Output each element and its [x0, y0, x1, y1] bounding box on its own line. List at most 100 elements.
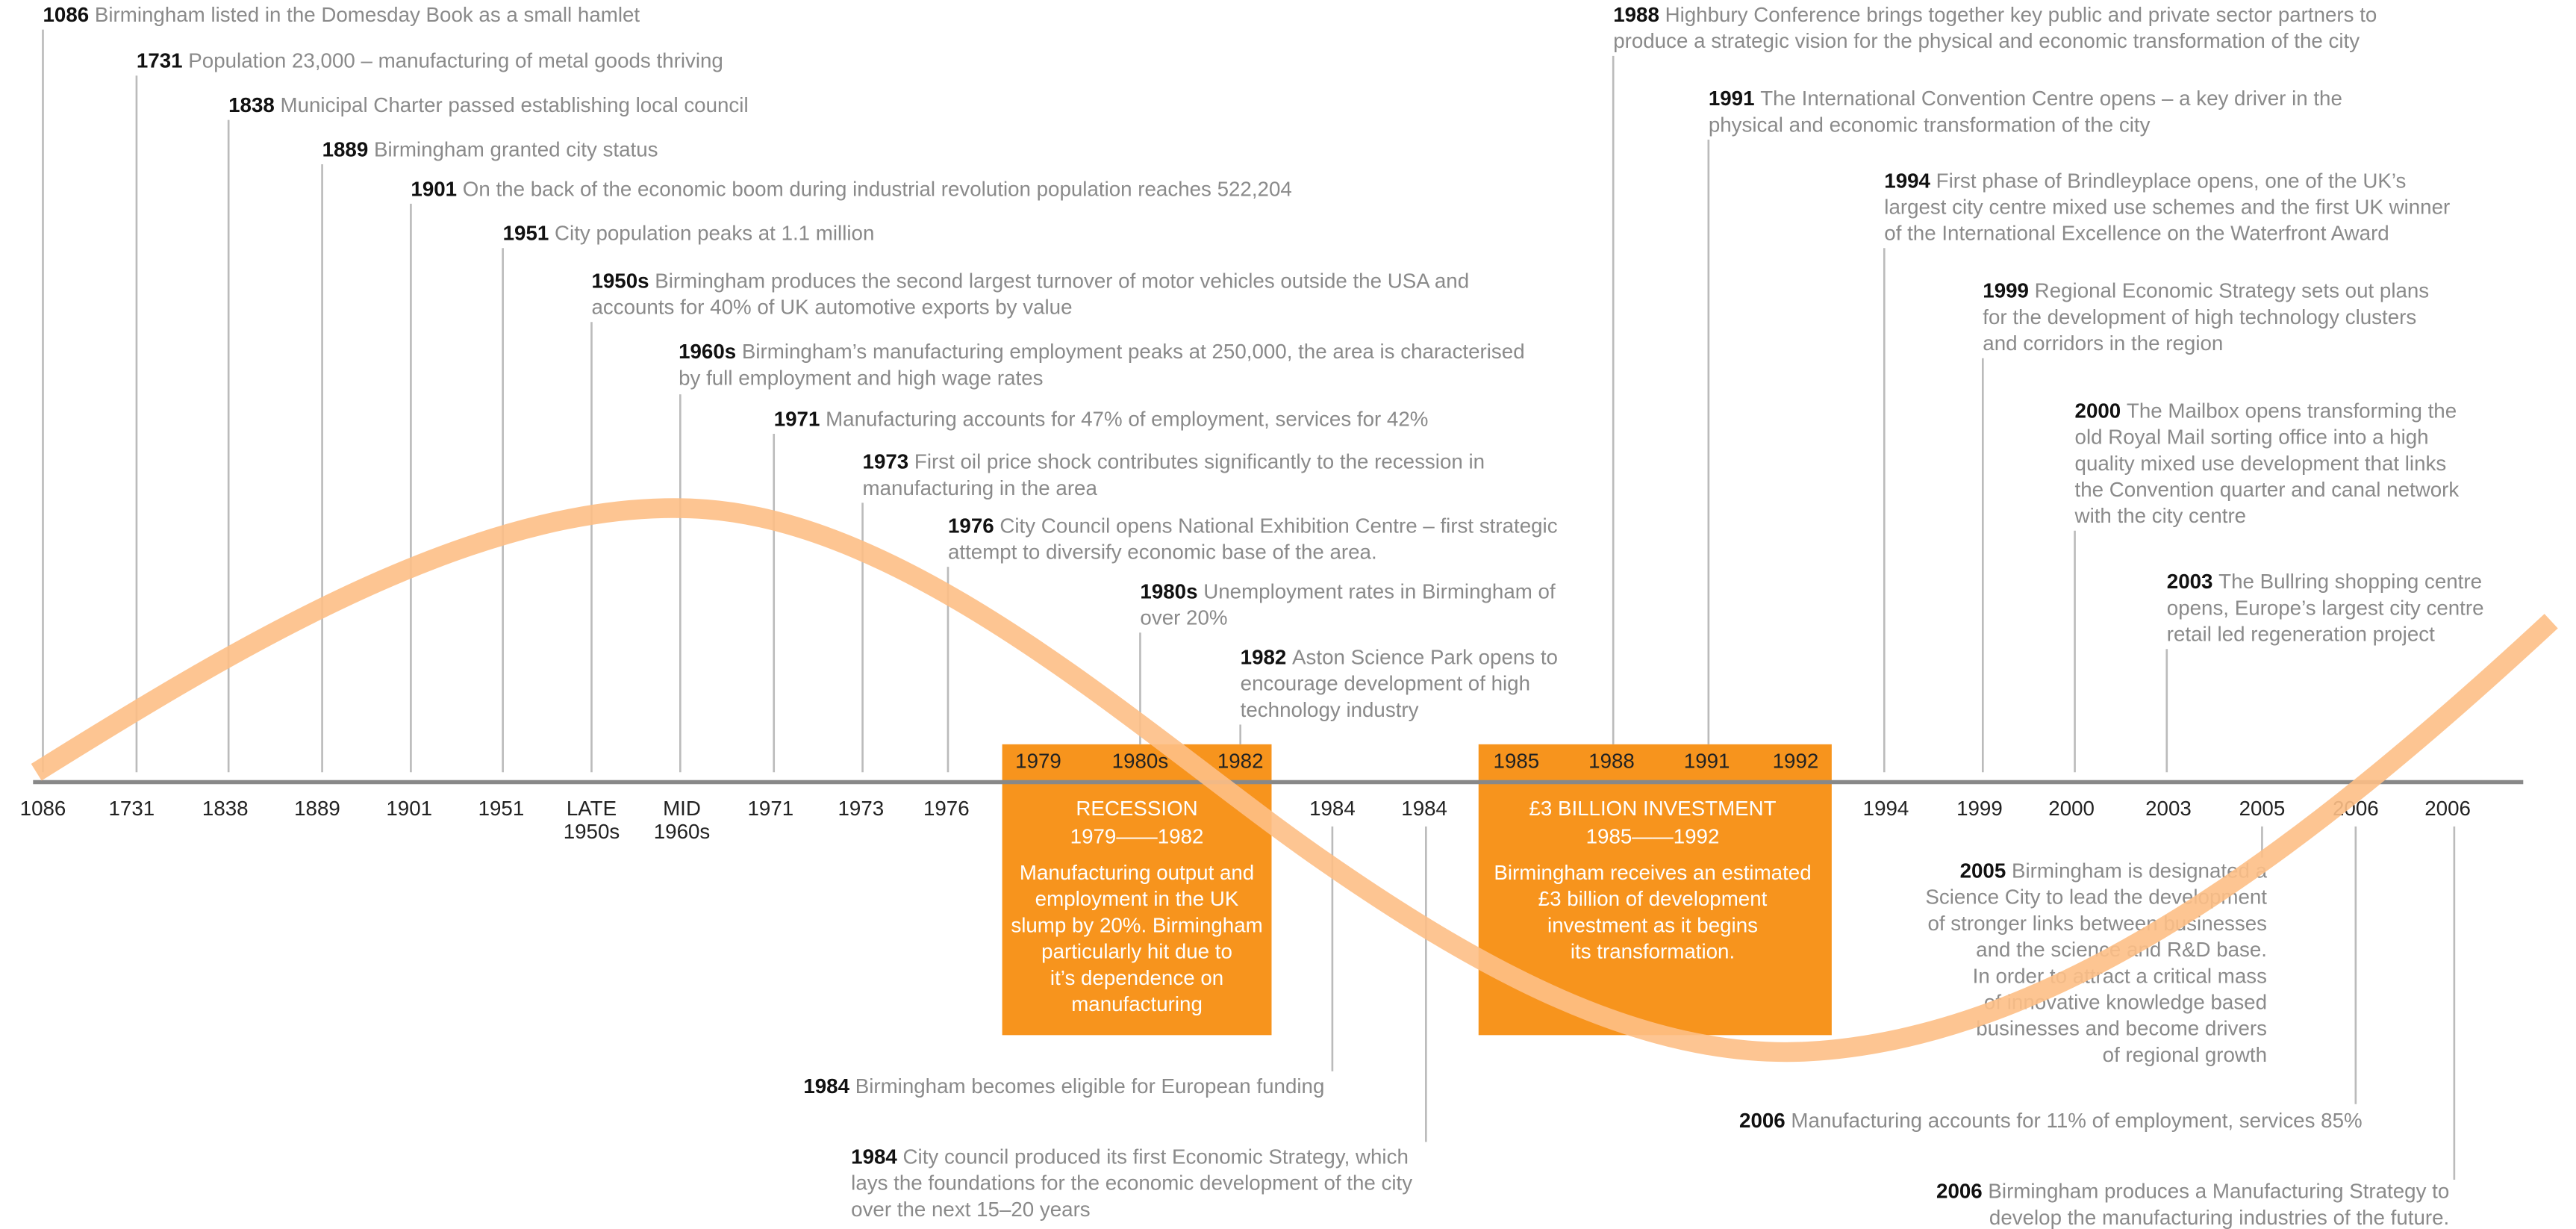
- event-year: 1901: [411, 178, 457, 201]
- box-year: 1991: [1684, 749, 1730, 772]
- box-title: £3 BILLION INVESTMENT: [1529, 797, 1776, 820]
- axis-label: 1994: [1863, 797, 1909, 820]
- event-line-text: The International Convention Centre open…: [1760, 87, 2342, 111]
- axis-label: LATE: [567, 797, 617, 820]
- event-text: encourage development of high: [1241, 672, 1530, 695]
- event-line-text: old Royal Mail sorting office into a hig…: [2075, 426, 2429, 449]
- event-line-text: technology industry: [1241, 698, 1419, 721]
- event-text: 2006 Birmingham produces a Manufacturing…: [1936, 1180, 2449, 1203]
- event-text: 1960s Birmingham’s manufacturing employm…: [679, 340, 1525, 363]
- event-line-text: Highbury Conference brings together key …: [1665, 3, 2377, 26]
- event-line-text: attempt to diversify economic base of th…: [948, 541, 1377, 564]
- event-line-text: Aston Science Park opens to: [1292, 646, 1558, 669]
- event-year: 1988: [1613, 3, 1659, 26]
- event-line-text: opens, Europe’s largest city centre: [2167, 597, 2484, 620]
- event-line-text: produce a strategic vision for the physi…: [1613, 30, 2360, 53]
- event-year: 1838: [228, 93, 275, 116]
- event-text: 1971 Manufacturing accounts for 47% of e…: [774, 408, 1429, 431]
- event-year: 1999: [1983, 279, 2029, 302]
- axis-label: 1984: [1309, 797, 1356, 820]
- event-line-text: On the back of the economic boom during …: [463, 178, 1292, 201]
- event-year: 1951: [503, 222, 549, 245]
- axis-label: 1838: [202, 797, 249, 820]
- trend-curve: [31, 498, 2558, 1062]
- event-text: 2000 The Mailbox opens transforming the: [2075, 399, 2457, 423]
- event-year: 1984: [803, 1074, 849, 1098]
- event-line-text: Manufacturing accounts for 11% of employ…: [1791, 1109, 2362, 1132]
- event-text: by full employment and high wage rates: [679, 367, 1043, 390]
- axis-label: 1950s: [564, 820, 620, 843]
- event-text: produce a strategic vision for the physi…: [1613, 30, 2360, 53]
- event-text: and corridors in the region: [1983, 332, 2223, 355]
- event-text: 1086 Birmingham listed in the Domesday B…: [43, 3, 640, 26]
- event-text: 1901 On the back of the economic boom du…: [411, 178, 1291, 201]
- axis-label: 1731: [108, 797, 155, 820]
- box-description: its transformation.: [1571, 940, 1735, 963]
- event-line-text: develop the manufacturing industries of …: [1989, 1206, 2449, 1229]
- event-text: 1984 City council produced its first Eco…: [851, 1145, 1409, 1169]
- event-line-text: City council produced its first Economic…: [903, 1145, 1409, 1169]
- event-text: 2006 Manufacturing accounts for 11% of e…: [1739, 1109, 2363, 1132]
- event-text: manufacturing in the area: [863, 476, 1098, 500]
- event-text: 1889 Birmingham granted city status: [322, 138, 658, 161]
- box-title: RECESSION: [1076, 797, 1197, 820]
- event-text: 1973 First oil price shock contributes s…: [863, 450, 1485, 473]
- event-year: 1086: [43, 3, 89, 26]
- event-text: technology industry: [1241, 698, 1419, 721]
- event-year: 1960s: [679, 340, 736, 363]
- event-text: lays the foundations for the economic de…: [851, 1172, 1412, 1195]
- event-line-text: In order to attract a critical mass: [1973, 965, 2267, 988]
- event-year: 2005: [1960, 859, 2006, 883]
- event-text: physical and economic transformation of …: [1709, 113, 2151, 137]
- event-line-text: accounts for 40% of UK automotive export…: [591, 296, 1072, 319]
- axis-label: 1973: [838, 797, 885, 820]
- box-description: Birmingham receives an estimated: [1494, 861, 1811, 884]
- event-year: 1973: [863, 450, 909, 473]
- event-line-text: of stronger links between businesses: [1927, 912, 2267, 935]
- box-period: 1985——1992: [1586, 825, 1720, 848]
- axis-label: 1951: [478, 797, 525, 820]
- event-text: retail led regeneration project: [2167, 623, 2435, 646]
- axis-label: 1960s: [654, 820, 711, 843]
- event-line-text: First oil price shock contributes signif…: [914, 450, 1485, 473]
- event-line-text: City population peaks at 1.1 million: [555, 222, 874, 245]
- box-description: employment in the UK: [1035, 887, 1239, 910]
- event-text: of regional growth: [2103, 1043, 2267, 1066]
- box-year: 1992: [1773, 749, 1819, 772]
- event-line-text: Birmingham’s manufacturing employment pe…: [742, 340, 1525, 363]
- event-text: 2003 The Bullring shopping centre: [2167, 570, 2482, 594]
- axis-label: 1999: [1956, 797, 2003, 820]
- event-year: 1982: [1241, 646, 1287, 669]
- axis-label: 1901: [386, 797, 432, 820]
- event-line-text: Birmingham becomes eligible for European…: [855, 1074, 1325, 1098]
- event-line-text: of the International Excellence on the W…: [1884, 222, 2389, 245]
- event-line-text: Unemployment rates in Birmingham of: [1203, 580, 1556, 603]
- event-year: 1994: [1884, 169, 1930, 193]
- event-line-text: Birmingham listed in the Domesday Book a…: [95, 3, 640, 26]
- box-period: 1979——1982: [1070, 825, 1204, 848]
- event-line-text: retail led regeneration project: [2167, 623, 2435, 646]
- box-description: investment as it begins: [1547, 913, 1758, 936]
- event-text: largest city centre mixed use schemes an…: [1884, 196, 2450, 219]
- box-year: 1985: [1494, 749, 1540, 772]
- event-text: attempt to diversify economic base of th…: [948, 541, 1377, 564]
- axis-label: 2000: [2048, 797, 2095, 820]
- box-description: particularly hit due to: [1041, 940, 1232, 963]
- event-line-text: Municipal Charter passed establishing lo…: [281, 93, 749, 116]
- event-year: 2000: [2075, 399, 2121, 423]
- event-text: of stronger links between businesses: [1927, 912, 2267, 935]
- event-line-text: lays the foundations for the economic de…: [851, 1172, 1412, 1195]
- event-text: accounts for 40% of UK automotive export…: [591, 296, 1072, 319]
- event-text: 1950s Birmingham produces the second lar…: [591, 270, 1469, 293]
- axis-label: 2006: [2424, 797, 2471, 820]
- event-line-text: and corridors in the region: [1983, 332, 2223, 355]
- event-line-text: quality mixed use development that links: [2075, 452, 2447, 475]
- event-text: old Royal Mail sorting office into a hig…: [2075, 426, 2429, 449]
- event-text: In order to attract a critical mass: [1973, 965, 2267, 988]
- box-description: manufacturing: [1071, 992, 1203, 1015]
- event-line-text: Birmingham produces the second largest t…: [655, 270, 1469, 293]
- event-line-text: The Mailbox opens transforming the: [2127, 399, 2457, 423]
- event-year: 1980s: [1140, 580, 1197, 603]
- box-description: slump by 20%. Birmingham: [1011, 913, 1262, 936]
- event-year: 1950s: [591, 270, 649, 293]
